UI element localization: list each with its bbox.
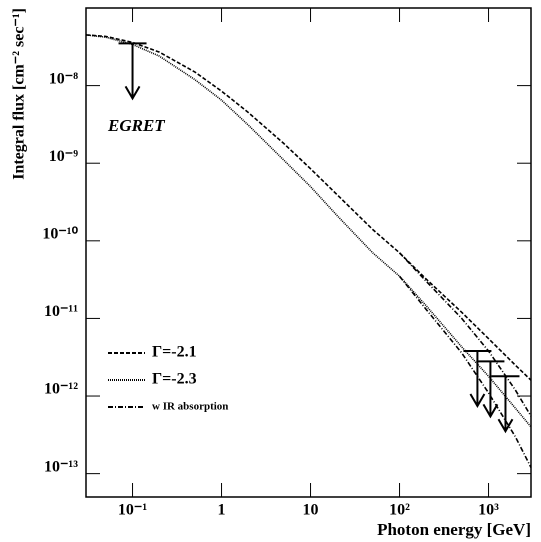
series-line — [398, 275, 532, 468]
x-tick-label: 10 — [303, 502, 319, 519]
upper-limit-part — [469, 393, 486, 409]
upper-limit — [463, 350, 492, 409]
x-axis-title: Photon energy [GeV] — [377, 520, 531, 539]
y-tick-label: 10⁻¹² — [44, 381, 78, 398]
annotation: EGRET — [107, 116, 165, 135]
upper-limit-part — [482, 403, 499, 419]
y-axis-title: Integral flux [cm⁻² sec⁻¹] — [11, 8, 28, 180]
legend-label: Γ=-2.3 — [152, 371, 197, 388]
legend-label: Γ=-2.1 — [152, 344, 197, 361]
plot-frame — [85, 7, 532, 498]
upper-limit — [118, 42, 147, 101]
series-line — [85, 34, 532, 428]
upper-limit-part — [497, 418, 514, 434]
x-tick-label: 1 — [218, 502, 226, 519]
upper-limit — [476, 360, 505, 419]
x-tick-label: 10³ — [478, 502, 499, 519]
legend-label: w IR absorption — [152, 401, 228, 413]
x-tick-label: 10² — [389, 502, 410, 519]
y-tick-label: 10⁻⁹ — [49, 148, 78, 165]
upper-limit-part — [124, 85, 141, 101]
x-tick-label: 10⁻¹ — [118, 502, 147, 519]
upper-limit — [491, 375, 520, 434]
y-tick-label: 10⁻¹¹ — [44, 303, 78, 320]
series-line — [85, 34, 532, 381]
y-tick-label: 10⁻¹³ — [44, 458, 78, 475]
series-line — [398, 252, 532, 417]
y-tick-label: 10⁻¹⁰ — [42, 225, 78, 242]
y-tick-label: 10⁻⁸ — [49, 70, 78, 87]
